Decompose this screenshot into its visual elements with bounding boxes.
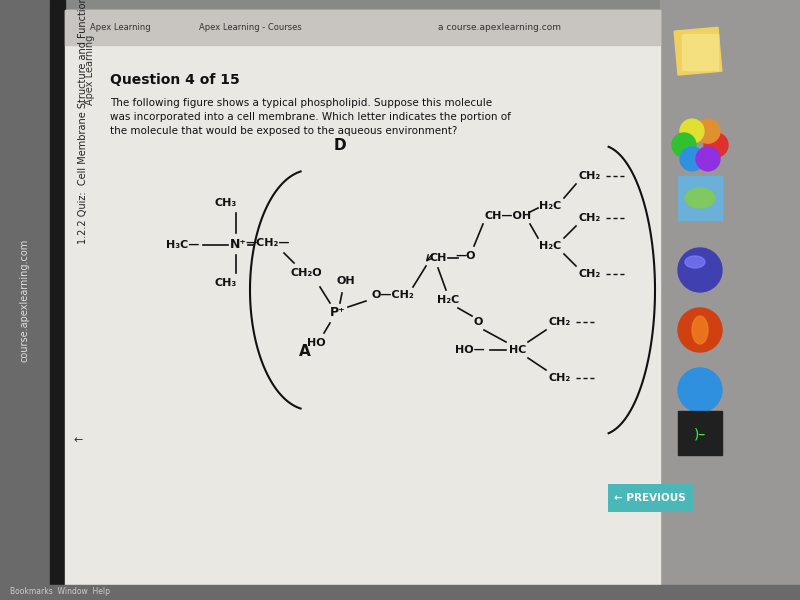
- Text: CH₂O: CH₂O: [290, 268, 322, 278]
- Text: Bookmarks  Window  Help: Bookmarks Window Help: [10, 587, 110, 596]
- Text: Apex Learning - Courses: Apex Learning - Courses: [198, 23, 302, 32]
- Text: CH—OH: CH—OH: [485, 211, 531, 221]
- Text: CH₂: CH₂: [579, 213, 601, 223]
- Text: the molecule that would be exposed to the aqueous environment?: the molecule that would be exposed to th…: [110, 126, 458, 136]
- Bar: [678, 176, 722, 220]
- Text: HO: HO: [306, 338, 326, 348]
- Bar: [608, 484, 693, 512]
- Ellipse shape: [685, 188, 715, 208]
- Bar: [65, 10, 660, 45]
- Bar: [674, 28, 722, 75]
- Circle shape: [696, 147, 720, 171]
- Bar: [50, 0, 65, 600]
- Text: )–: )–: [694, 428, 706, 442]
- Bar: [660, 0, 800, 600]
- Circle shape: [696, 119, 720, 143]
- Text: H₂C: H₂C: [539, 241, 561, 251]
- Circle shape: [680, 119, 704, 143]
- Bar: [0, 585, 800, 600]
- Text: CH₂: CH₂: [579, 171, 601, 181]
- Text: H₃C—: H₃C—: [166, 240, 200, 250]
- Text: O: O: [474, 317, 482, 327]
- Text: CH₂: CH₂: [549, 373, 571, 383]
- Bar: [0, 0, 50, 600]
- Text: P⁺: P⁺: [330, 307, 346, 319]
- Text: A: A: [299, 344, 311, 359]
- Text: CH₃: CH₃: [215, 278, 237, 288]
- Text: CH₂: CH₂: [579, 269, 601, 279]
- Text: was incorporated into a cell membrane. Which letter indicates the portion of: was incorporated into a cell membrane. W…: [110, 112, 511, 122]
- Text: OH: OH: [337, 276, 355, 286]
- Text: —O: —O: [456, 251, 476, 261]
- Text: Apex Learning: Apex Learning: [85, 35, 95, 105]
- Text: HO—: HO—: [455, 345, 485, 355]
- Circle shape: [678, 368, 722, 412]
- Circle shape: [672, 133, 696, 157]
- Bar: [65, 10, 660, 585]
- Text: CH₃: CH₃: [215, 198, 237, 208]
- Text: N⁺: N⁺: [230, 238, 246, 251]
- Text: D: D: [334, 137, 346, 152]
- Text: 1.2.2 Quiz:  Cell Membrane Structure and Function: 1.2.2 Quiz: Cell Membrane Structure and …: [78, 0, 88, 244]
- Text: The following figure shows a typical phospholipid. Suppose this molecule: The following figure shows a typical pho…: [110, 98, 492, 108]
- Text: course.apexlearning.com: course.apexlearning.com: [20, 238, 30, 362]
- Circle shape: [680, 147, 704, 171]
- Bar: [678, 411, 722, 455]
- Text: Apex Learning: Apex Learning: [90, 23, 150, 32]
- Circle shape: [678, 308, 722, 352]
- Bar: [682, 34, 718, 70]
- Text: H₂C: H₂C: [437, 295, 459, 305]
- Circle shape: [678, 248, 722, 292]
- Text: —CH₂—: —CH₂—: [246, 238, 290, 248]
- Text: H₂C: H₂C: [539, 201, 561, 211]
- Text: ←: ←: [74, 435, 82, 445]
- Text: CH: CH: [430, 253, 446, 263]
- Text: CH₂: CH₂: [549, 317, 571, 327]
- Text: ← PREVIOUS: ← PREVIOUS: [614, 493, 686, 503]
- Text: O—CH₂: O—CH₂: [372, 290, 414, 300]
- Text: Question 4 of 15: Question 4 of 15: [110, 73, 240, 87]
- Ellipse shape: [685, 256, 705, 268]
- Text: a course.apexlearning.com: a course.apexlearning.com: [438, 23, 562, 32]
- Circle shape: [704, 133, 728, 157]
- Ellipse shape: [692, 316, 708, 344]
- Text: HC: HC: [510, 345, 526, 355]
